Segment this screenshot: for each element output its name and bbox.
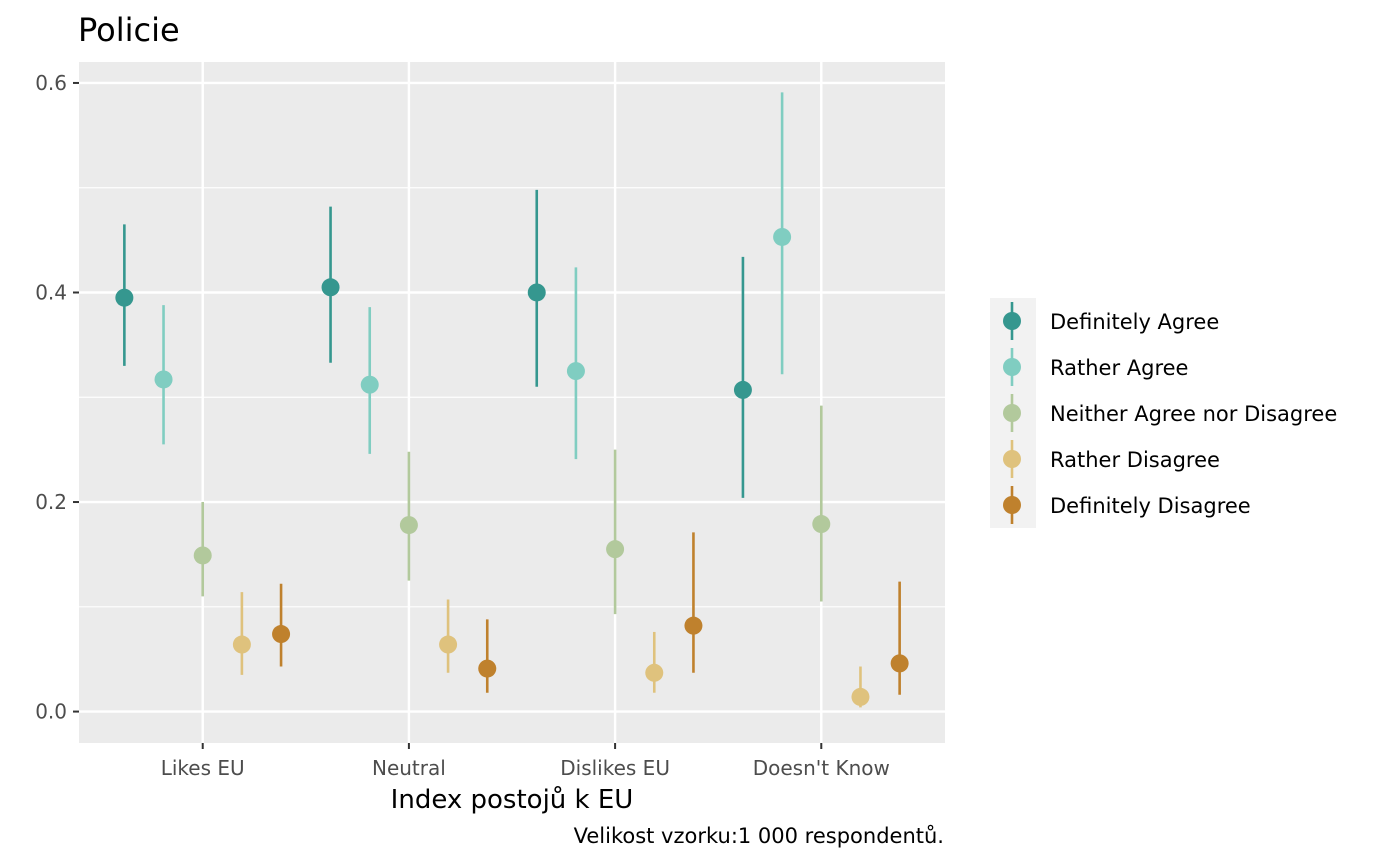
- data-point: [399, 516, 418, 535]
- legend-key-point: [1003, 450, 1021, 468]
- data-point: [645, 663, 664, 682]
- data-point: [890, 654, 909, 673]
- plot-panel: [79, 62, 945, 743]
- legend-label: Definitely Agree: [1050, 310, 1219, 334]
- legend-label: Rather Agree: [1050, 356, 1188, 380]
- data-point: [272, 625, 291, 644]
- x-tick-label: Dislikes EU: [560, 756, 670, 780]
- data-point: [154, 370, 173, 389]
- x-tick-label: Doesn't Know: [753, 756, 890, 780]
- legend-label: Neither Agree nor Disagree: [1050, 402, 1337, 426]
- series-group: [154, 92, 792, 460]
- data-point: [115, 288, 134, 307]
- data-point: [733, 380, 752, 399]
- chart-caption: Velikost vzorku:1 000 respondentů.: [574, 824, 944, 848]
- legend-key-point: [1003, 312, 1021, 330]
- data-point: [812, 515, 831, 534]
- grid: [79, 62, 945, 743]
- data-point: [232, 635, 251, 654]
- y-tick-label: 0.6: [35, 71, 67, 95]
- data-layer: [115, 92, 909, 708]
- x-tick-label: Neutral: [372, 756, 446, 780]
- x-axis-title: Index postojů k EU: [391, 785, 634, 815]
- data-point: [527, 283, 546, 302]
- series-group: [272, 532, 909, 695]
- series-group: [115, 189, 752, 498]
- data-point: [193, 546, 212, 565]
- chart-title: Policie: [78, 11, 180, 49]
- data-point: [606, 540, 625, 559]
- legend-key-point: [1003, 358, 1021, 376]
- legend-label: Definitely Disagree: [1050, 494, 1251, 518]
- data-point: [478, 659, 497, 678]
- series-group: [193, 405, 831, 615]
- data-point: [439, 635, 458, 654]
- data-point: [773, 227, 792, 246]
- x-tick-label: Likes EU: [161, 756, 245, 780]
- data-point: [321, 278, 340, 297]
- y-tick-label: 0.0: [35, 700, 67, 724]
- legend-key-point: [1003, 404, 1021, 422]
- data-point: [360, 375, 379, 394]
- y-tick-label: 0.4: [35, 280, 67, 304]
- axes: 0.0 0.2 0.4 0.6 Likes EU Neutral Dislikes EU Do…: [35, 71, 890, 780]
- series-group: [232, 592, 870, 708]
- data-point: [851, 687, 870, 706]
- legend-label: Rather Disagree: [1050, 448, 1220, 472]
- y-tick-label: 0.2: [35, 490, 67, 514]
- legend: Definitely Agree Rather Agree Neither Agre…: [990, 298, 1337, 528]
- data-point: [566, 362, 585, 381]
- legend-key-point: [1003, 496, 1021, 514]
- data-point: [684, 616, 703, 635]
